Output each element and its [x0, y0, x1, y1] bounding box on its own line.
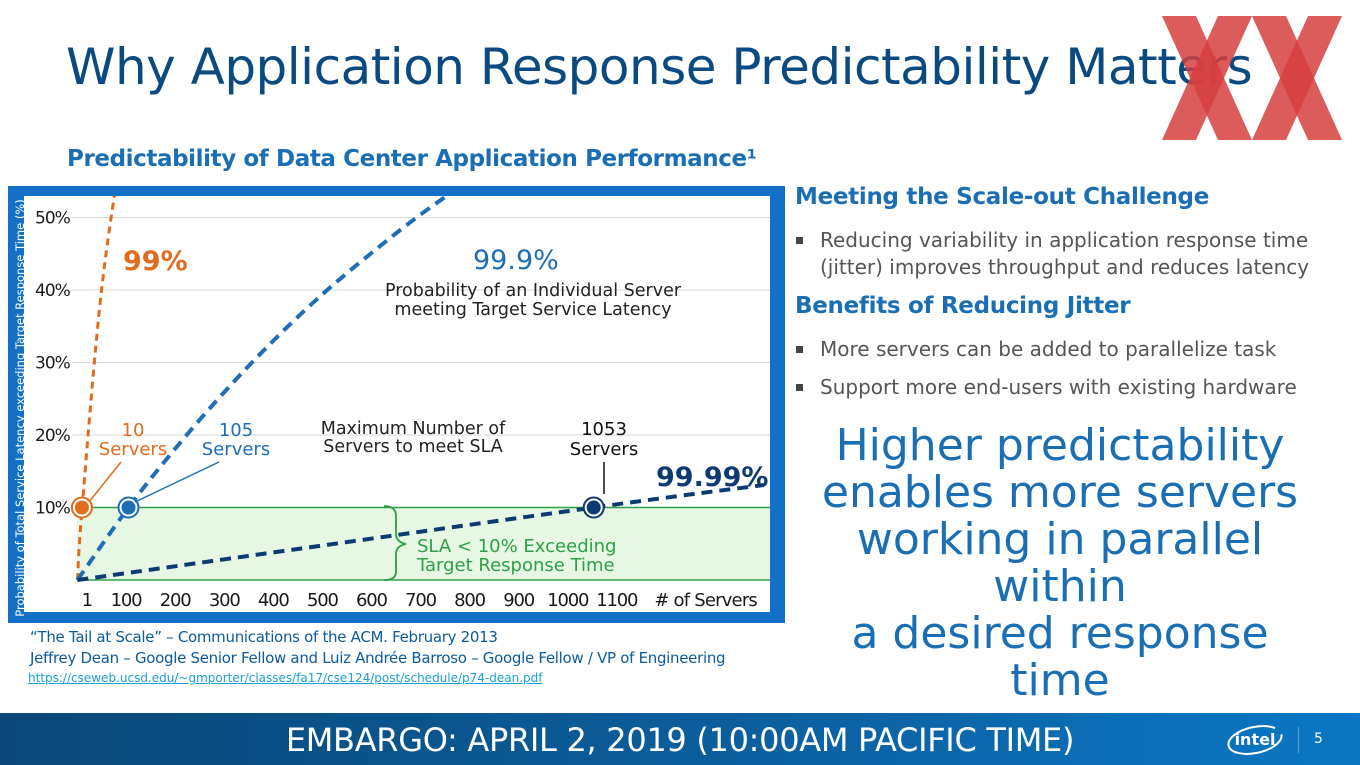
big-statement-line: Higher predictability [835, 420, 1285, 471]
x-tick-label: 100 [111, 590, 143, 611]
heading-scale-out: Meeting the Scale-out Challenge [795, 184, 1209, 210]
chart-title: Predictability of Data Center Applicatio… [67, 146, 757, 172]
y-tick-label: 30% [35, 354, 71, 374]
sla-zone [77, 507, 770, 580]
series-label-99: 99% [123, 246, 188, 277]
chart-series [75, 196, 765, 582]
big-statement: Higher predictability enables more serve… [800, 422, 1320, 704]
marker-dot [74, 500, 89, 515]
big-statement-line: working in parallel within [856, 514, 1264, 612]
x-tick-label: 600 [356, 590, 388, 611]
reference-line-1: “The Tail at Scale” – Communications of … [30, 628, 498, 646]
bullet-square-icon [796, 384, 803, 391]
annotation-10-word: Servers [99, 439, 167, 460]
marker-dot [121, 500, 136, 515]
page-number: 5 [1314, 731, 1323, 747]
x-tick-label: 700 [405, 590, 437, 611]
series-label-99-9: 99.9% [473, 245, 559, 276]
sla-brace [383, 505, 407, 581]
x-tick-label: 500 [307, 590, 339, 611]
reference-line-2: Jeffrey Dean – Google Senior Fellow and … [30, 649, 726, 667]
x-axis-label: # of Servers [654, 590, 757, 611]
big-statement-line: a desired response time [851, 608, 1269, 706]
x-tick-label: 1100 [596, 590, 638, 611]
y-tick-label: 20% [35, 426, 71, 446]
bullet-more-servers: More servers can be added to parallelize… [795, 336, 1335, 363]
heading-benefits: Benefits of Reducing Jitter [795, 293, 1131, 319]
footer-divider [1298, 727, 1299, 753]
series-line-2 [75, 196, 451, 582]
bullet-more-end-users: Support more end-users with existing har… [795, 374, 1335, 401]
intel-logo-icon: intel [1227, 725, 1283, 755]
chart-markers [70, 496, 605, 519]
y-tick-label: 40% [35, 281, 71, 301]
annotation-prob-individual-line2: meeting Target Service Latency [394, 300, 671, 320]
intel-logo-text: intel [1235, 730, 1276, 749]
x-tick-label: 1 [82, 590, 92, 611]
x-tick-label: 1000 [547, 590, 589, 611]
bullet-square-icon [796, 346, 803, 353]
bullet-text: Reducing variability in application resp… [820, 228, 1310, 279]
bullet-text: More servers can be added to parallelize… [820, 337, 1277, 361]
x-tick-label: 200 [160, 590, 192, 611]
y-tick-label: 10% [35, 499, 71, 519]
annotation-prob-individual-line1: Probability of an Individual Server [385, 281, 682, 301]
annotation-1053-num: 1053 [581, 419, 627, 440]
x-tick-label: 900 [503, 590, 535, 611]
bullet-reducing-variability: Reducing variability in application resp… [795, 227, 1335, 281]
annotation-sla-line1: SLA < 10% Exceeding [417, 536, 616, 557]
page-title: Why Application Response Predictability … [66, 38, 1253, 96]
chart-frame: 10% 20% 30% 40% 50% 1 100 200 300 400 500 600 700 80… [8, 186, 785, 623]
annotation-1053-word: Servers [570, 439, 638, 460]
annotation-sla-line2: Target Response Time [416, 555, 615, 576]
annotation-max-servers-line1: Maximum Number of [321, 419, 506, 439]
chart: 10%20%30%40%50% 1 100 200 300 400 500 600 700 80… [13, 196, 770, 617]
big-statement-line: enables more servers [821, 467, 1299, 518]
x-tick-label: 300 [209, 590, 241, 611]
footer-bar: EMBARGO: APRIL 2, 2019 (10:00AM PACIFIC … [0, 713, 1360, 765]
y-tick-label: 50% [35, 209, 71, 229]
y-axis-ticks: 10% 20% 30% 40% 50% [35, 209, 72, 519]
x-tick-label: 800 [454, 590, 486, 611]
bullet-text: Support more end-users with existing har… [820, 375, 1297, 399]
annotation-105-word: Servers [202, 439, 270, 460]
annotation-10-num: 10 [122, 420, 145, 441]
series-label-99-99: 99.99% [656, 462, 768, 493]
embargo-notice: EMBARGO: APRIL 2, 2019 (10:00AM PACIFIC … [285, 721, 1075, 759]
x-axis-ticks: 1 100 200 300 400 500 600 700 800 900 1000 1100 [82, 590, 640, 611]
reference-link[interactable]: https://cseweb.ucsd.edu/~gmporter/classe… [28, 671, 543, 685]
x-tick-label: 400 [258, 590, 290, 611]
annotation-max-servers-line2: Servers to meet SLA [323, 437, 502, 457]
y-axis-label: Probability of Total Service Latency exc… [13, 199, 27, 616]
chart-gridlines [72, 217, 770, 508]
leader-line-10 [88, 461, 122, 503]
annotation-105-num: 105 [219, 420, 253, 441]
bullet-square-icon [796, 237, 803, 244]
xx-mark-icon [1162, 16, 1342, 140]
series-line-3 [77, 483, 765, 582]
leader-line-105 [134, 461, 220, 503]
series-line-1 [75, 196, 116, 581]
marker-dot [586, 500, 601, 515]
